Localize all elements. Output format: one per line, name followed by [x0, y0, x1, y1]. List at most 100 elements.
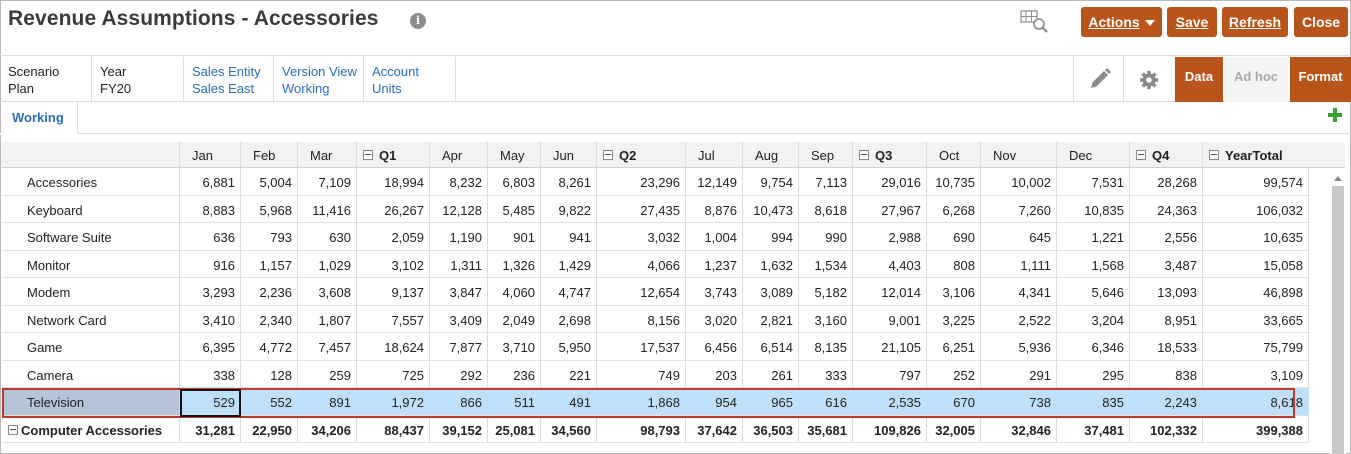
data-cell[interactable]: 10,835 [1057, 195, 1130, 223]
data-cell[interactable]: 8,618 [1203, 388, 1309, 416]
data-cell[interactable]: 34,560 [541, 415, 597, 443]
data-cell[interactable]: 1,534 [799, 250, 853, 278]
column-header[interactable]: Jul [686, 142, 743, 168]
data-cell[interactable]: 511 [488, 388, 541, 416]
table-row[interactable]: Camera 338 128 259 725 292 236 221 749 203 261 333 7… [2, 360, 1309, 388]
data-cell[interactable]: 35,681 [799, 415, 853, 443]
data-cell[interactable]: 2,059 [357, 223, 430, 251]
row-header[interactable]: Modem [2, 278, 180, 306]
data-cell[interactable]: 7,557 [357, 305, 430, 333]
data-cell[interactable]: 3,089 [743, 278, 799, 306]
row-header[interactable]: Game [2, 333, 180, 361]
data-cell[interactable]: 3,106 [927, 278, 981, 306]
data-cell[interactable]: 4,772 [241, 333, 298, 361]
table-row[interactable]: Accessories 6,881 5,004 7,109 18,994 8,232 6,8… [2, 168, 1309, 196]
data-cell[interactable]: 901 [488, 223, 541, 251]
collapse-icon[interactable] [363, 150, 373, 160]
data-cell[interactable]: 3,410 [180, 305, 241, 333]
data-cell[interactable]: 9,001 [853, 305, 927, 333]
data-cell[interactable]: 203 [686, 360, 743, 388]
data-cell[interactable]: 106,032 [1203, 195, 1309, 223]
data-cell[interactable]: 1,004 [686, 223, 743, 251]
pov-version-view[interactable]: Version View Working [274, 57, 364, 102]
data-cell[interactable]: 891 [298, 388, 357, 416]
data-cell[interactable]: 109,826 [853, 415, 927, 443]
data-cell[interactable]: 1,111 [981, 250, 1057, 278]
data-cell[interactable]: 2,243 [1130, 388, 1203, 416]
data-cell[interactable]: 34,206 [298, 415, 357, 443]
data-cell[interactable]: 10,735 [927, 168, 981, 196]
data-cell[interactable]: 7,260 [981, 195, 1057, 223]
data-cell[interactable]: 6,251 [927, 333, 981, 361]
inspect-grid-icon[interactable] [1020, 9, 1050, 35]
data-cell[interactable]: 221 [541, 360, 597, 388]
data-cell[interactable]: 10,473 [743, 195, 799, 223]
data-cell[interactable]: 1,429 [541, 250, 597, 278]
data-cell[interactable]: 3,160 [799, 305, 853, 333]
data-cell[interactable]: 75,799 [1203, 333, 1309, 361]
data-cell[interactable]: 88,437 [357, 415, 430, 443]
table-row[interactable]: Modem 3,293 2,236 3,608 9,137 3,847 4,060 4,747… [2, 278, 1309, 306]
row-header[interactable]: Keyboard [2, 195, 180, 223]
edit-tool-button[interactable] [1073, 57, 1123, 102]
data-cell[interactable]: 4,341 [981, 278, 1057, 306]
column-header[interactable]: Dec [1057, 142, 1130, 168]
data-cell[interactable]: 4,066 [597, 250, 686, 278]
settings-button[interactable] [1123, 57, 1173, 102]
data-cell[interactable]: 28,268 [1130, 168, 1203, 196]
data-cell[interactable]: 5,936 [981, 333, 1057, 361]
table-row[interactable]: Network Card 3,410 2,340 1,807 7,557 3,409 2,0… [2, 305, 1309, 333]
pov-account[interactable]: Account Units [364, 57, 456, 102]
column-header[interactable]: Feb [241, 142, 298, 168]
data-cell[interactable]: 965 [743, 388, 799, 416]
data-cell[interactable]: 5,968 [241, 195, 298, 223]
data-cell[interactable]: 749 [597, 360, 686, 388]
table-row[interactable]: Keyboard 8,883 5,968 11,416 26,267 12,128 5,48… [2, 195, 1309, 223]
data-cell[interactable]: 738 [981, 388, 1057, 416]
data-cell[interactable]: 33,665 [1203, 305, 1309, 333]
data-cell[interactable]: 8,156 [597, 305, 686, 333]
data-cell[interactable]: 5,182 [799, 278, 853, 306]
column-header[interactable]: Q1 [357, 142, 430, 168]
data-cell[interactable]: 1,221 [1057, 223, 1130, 251]
data-cell[interactable]: 6,395 [180, 333, 241, 361]
data-cell[interactable]: 5,646 [1057, 278, 1130, 306]
column-header[interactable]: Sep [799, 142, 853, 168]
column-header[interactable]: Jan [180, 142, 241, 168]
data-cell[interactable]: 630 [298, 223, 357, 251]
table-row[interactable]: Television 529 552 891 1,972 866 511 491 1,868 95… [2, 388, 1309, 416]
scroll-up-arrow-icon[interactable] [1334, 176, 1342, 181]
data-cell[interactable]: 8,135 [799, 333, 853, 361]
data-cell[interactable]: 1,029 [298, 250, 357, 278]
data-cell[interactable]: 8,876 [686, 195, 743, 223]
table-row[interactable]: Computer Accessories 31,281 22,950 34,206 88… [2, 415, 1309, 443]
data-cell[interactable]: 690 [927, 223, 981, 251]
data-cell[interactable]: 793 [241, 223, 298, 251]
data-cell[interactable]: 32,846 [981, 415, 1057, 443]
data-cell[interactable]: 12,149 [686, 168, 743, 196]
data-cell[interactable]: 2,340 [241, 305, 298, 333]
close-button[interactable]: Close [1294, 7, 1348, 37]
column-header[interactable]: Oct [927, 142, 981, 168]
mode-adhoc-button[interactable]: Ad hoc [1224, 57, 1288, 102]
data-cell[interactable]: 9,754 [743, 168, 799, 196]
table-row[interactable]: Game 6,395 4,772 7,457 18,624 7,877 3,710 5,950… [2, 333, 1309, 361]
mode-data-button[interactable]: Data [1175, 57, 1223, 102]
data-cell[interactable]: 1,568 [1057, 250, 1130, 278]
data-cell[interactable]: 3,032 [597, 223, 686, 251]
data-cell[interactable]: 46,898 [1203, 278, 1309, 306]
data-cell[interactable]: 10,002 [981, 168, 1057, 196]
data-cell[interactable]: 6,346 [1057, 333, 1130, 361]
data-cell[interactable]: 37,481 [1057, 415, 1130, 443]
data-cell[interactable]: 8,261 [541, 168, 597, 196]
data-cell[interactable]: 835 [1057, 388, 1130, 416]
data-cell[interactable]: 2,236 [241, 278, 298, 306]
data-cell[interactable]: 23,296 [597, 168, 686, 196]
data-cell[interactable]: 491 [541, 388, 597, 416]
data-cell[interactable]: 6,268 [927, 195, 981, 223]
data-cell[interactable]: 36,503 [743, 415, 799, 443]
column-header[interactable]: Jun [541, 142, 597, 168]
data-cell[interactable]: 4,060 [488, 278, 541, 306]
data-cell[interactable]: 7,531 [1057, 168, 1130, 196]
collapse-icon[interactable] [1136, 150, 1146, 160]
